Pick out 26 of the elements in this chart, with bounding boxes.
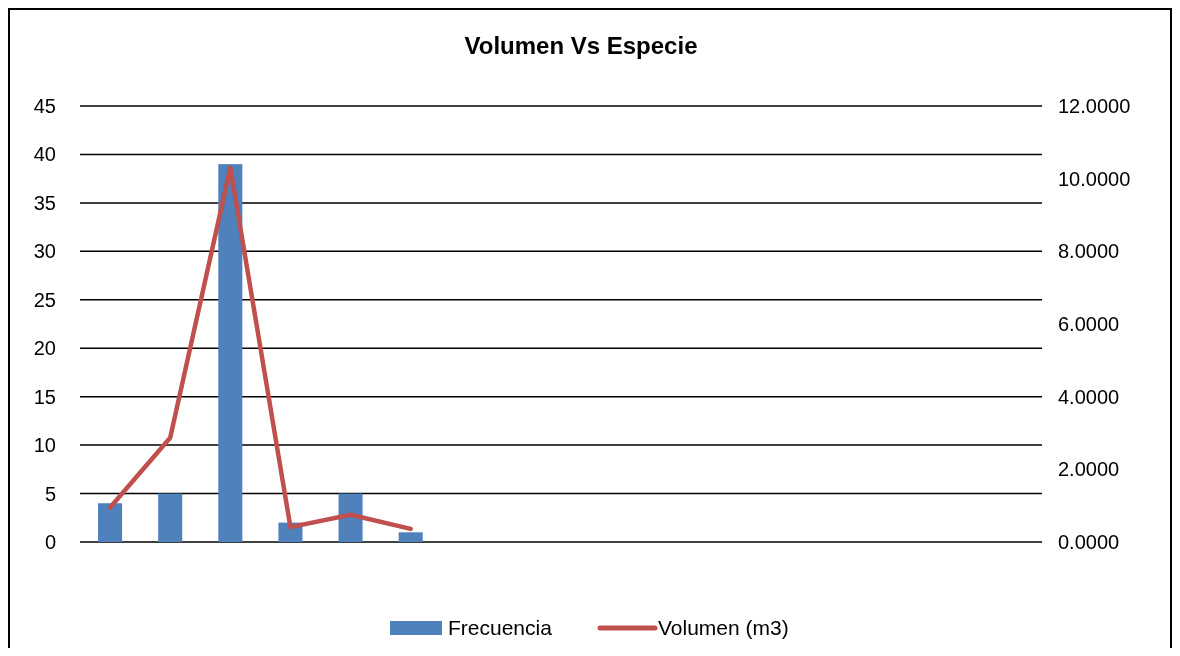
y-tick-label: 35 xyxy=(33,191,56,214)
y2-tick-label: 6.0000 xyxy=(1058,313,1120,335)
bar xyxy=(218,164,243,542)
y-tick-label: 30 xyxy=(33,240,56,263)
bar xyxy=(158,493,183,542)
y-tick-label: 45 xyxy=(33,95,56,117)
y-tick-label: 20 xyxy=(33,337,56,360)
y-tick-label: 15 xyxy=(33,385,56,408)
line-series xyxy=(107,165,413,532)
y2-tick-label: 12.0000 xyxy=(1058,95,1131,117)
y-tick-label: 5 xyxy=(44,482,56,505)
y2-tick-label: 2.0000 xyxy=(1058,458,1120,481)
y-tick-label: 25 xyxy=(33,288,56,311)
y-tick-label: 10 xyxy=(33,434,56,457)
bar xyxy=(398,532,423,542)
y-tick-label: 0 xyxy=(44,531,56,553)
y2-tick-label: 10.0000 xyxy=(1058,167,1131,190)
legend-label: Volumen (m3) xyxy=(658,616,789,640)
y2-tick-label: 4.0000 xyxy=(1058,385,1120,408)
bar xyxy=(338,493,363,542)
y-tick-label: 40 xyxy=(33,143,56,166)
bar xyxy=(98,503,123,542)
y2-tick-label: 8.0000 xyxy=(1058,240,1120,263)
legend-label: Frecuencia xyxy=(448,616,553,640)
y2-tick-label: 0.0000 xyxy=(1058,531,1120,553)
chart-title: Volumen Vs Especie xyxy=(464,32,698,59)
